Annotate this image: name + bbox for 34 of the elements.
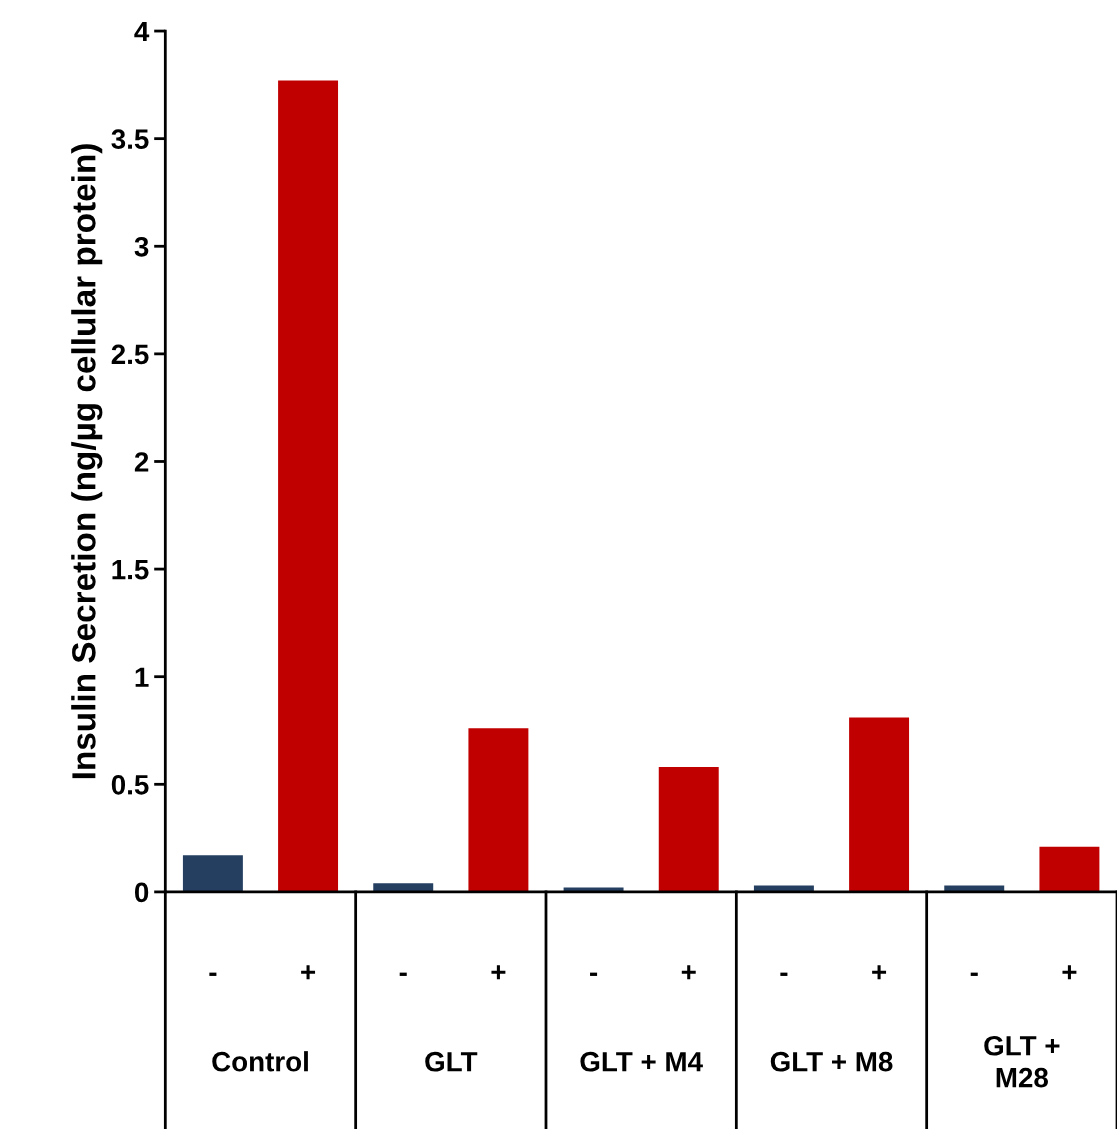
bar (944, 885, 1005, 892)
y-tick-label: 0 (134, 882, 149, 903)
text: GLT (425, 1051, 478, 1072)
y-tick-label: 2.5 (111, 344, 149, 365)
y-tick-label: 3 (134, 236, 149, 257)
bar (753, 885, 814, 892)
text: GLT + M4 (580, 1051, 703, 1072)
bar (658, 767, 719, 892)
text: Control (212, 1051, 308, 1072)
x-tick-label: - (209, 972, 217, 976)
bar (278, 80, 339, 892)
y-tick-label: 1 (135, 667, 149, 687)
bar (373, 883, 434, 892)
x-tick-label: - (970, 972, 978, 976)
x-tick-label: - (780, 972, 788, 976)
y-tick-label: 0.5 (111, 774, 149, 795)
x-tick-label: - (590, 972, 598, 976)
x-tick-label: + (681, 965, 696, 980)
bar (849, 717, 910, 892)
y-tick-label: 1.5 (112, 560, 149, 580)
bar (468, 728, 529, 892)
y-tick-label: 2 (134, 452, 149, 472)
x-tick-label: + (872, 965, 887, 980)
bar (1039, 846, 1100, 892)
y-tick-label: 4 (134, 22, 150, 42)
x-tick-label: - (399, 972, 407, 976)
y-tick-label: 3.5 (111, 129, 149, 150)
bar (182, 855, 243, 892)
y-axis-title: Insulin Secretion (ng/µg cellular protein) (71, 144, 103, 779)
x-tick-label: + (301, 965, 316, 980)
text: GLT + M8 (770, 1051, 893, 1072)
x-tick-label: + (491, 965, 506, 980)
x-tick-label: + (1062, 965, 1077, 980)
text: GLT + M28 (984, 1035, 1060, 1088)
